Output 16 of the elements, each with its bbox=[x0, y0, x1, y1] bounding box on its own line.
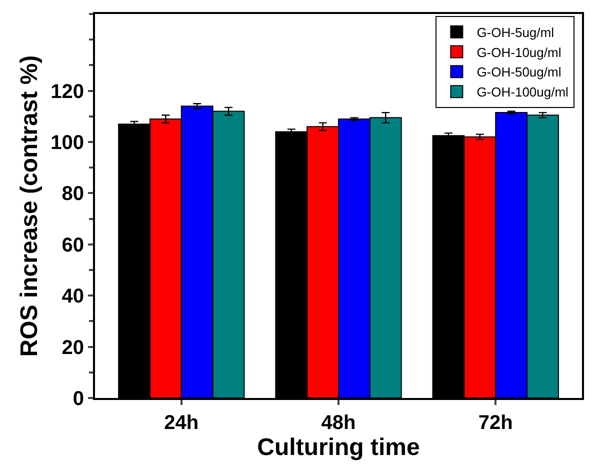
x-tick-label: 48h bbox=[321, 412, 356, 434]
y-tick-label: 20 bbox=[62, 336, 84, 359]
y-tick-label: 40 bbox=[62, 286, 84, 308]
legend-label: G-OH-50ug/ml bbox=[476, 64, 562, 80]
y-tick-label: 60 bbox=[62, 234, 84, 256]
legend-label: G-OH-100ug/ml bbox=[476, 84, 569, 100]
legend-label: G-OH-5ug/ml bbox=[476, 24, 554, 40]
y-tick-label: 100 bbox=[50, 132, 84, 154]
x-tick-label: 24h bbox=[164, 412, 199, 434]
y-tick-label: 120 bbox=[50, 80, 84, 103]
legend-label: G-OH-10ug/ml bbox=[476, 44, 562, 60]
x-tick-label: 72h bbox=[478, 412, 513, 434]
x-axis-title: Culturing time bbox=[257, 434, 420, 461]
y-axis-title: ROS increase (contrast %) bbox=[16, 55, 44, 357]
y-tick-label: 0 bbox=[72, 388, 84, 410]
y-tick-label: 80 bbox=[62, 183, 84, 206]
